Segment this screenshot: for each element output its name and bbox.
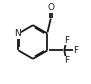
Text: F: F [64, 56, 69, 65]
Text: F: F [64, 36, 69, 45]
Text: F: F [74, 46, 79, 55]
Text: O: O [47, 3, 54, 12]
Text: N: N [14, 29, 20, 38]
